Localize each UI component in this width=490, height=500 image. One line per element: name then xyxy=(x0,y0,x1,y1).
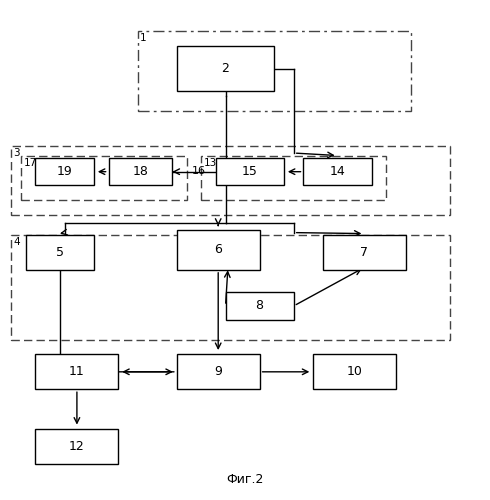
Text: 13: 13 xyxy=(203,158,217,168)
Text: 16: 16 xyxy=(192,166,206,176)
Text: 7: 7 xyxy=(360,246,368,259)
Text: 11: 11 xyxy=(69,366,85,378)
Text: 10: 10 xyxy=(347,366,363,378)
FancyBboxPatch shape xyxy=(35,354,118,389)
FancyBboxPatch shape xyxy=(323,235,406,270)
Text: 12: 12 xyxy=(69,440,85,453)
Text: 6: 6 xyxy=(214,244,222,256)
FancyBboxPatch shape xyxy=(216,158,284,186)
FancyBboxPatch shape xyxy=(313,354,396,389)
FancyBboxPatch shape xyxy=(177,230,260,270)
FancyBboxPatch shape xyxy=(225,292,294,320)
Text: 18: 18 xyxy=(132,165,148,178)
FancyBboxPatch shape xyxy=(177,46,274,91)
Text: 2: 2 xyxy=(221,62,229,75)
FancyBboxPatch shape xyxy=(26,235,94,270)
Text: 1: 1 xyxy=(140,33,147,43)
FancyBboxPatch shape xyxy=(303,158,372,186)
FancyBboxPatch shape xyxy=(177,354,260,389)
Text: 5: 5 xyxy=(56,246,64,259)
Text: 3: 3 xyxy=(14,148,20,158)
FancyBboxPatch shape xyxy=(35,429,118,464)
Text: 19: 19 xyxy=(57,165,73,178)
Text: 15: 15 xyxy=(242,165,258,178)
Text: 8: 8 xyxy=(256,300,264,312)
Text: 4: 4 xyxy=(14,237,20,247)
Text: 17: 17 xyxy=(24,158,37,168)
Text: 9: 9 xyxy=(214,366,222,378)
Text: 14: 14 xyxy=(330,165,345,178)
FancyBboxPatch shape xyxy=(35,158,94,186)
FancyBboxPatch shape xyxy=(109,158,172,186)
Text: Фиг.2: Фиг.2 xyxy=(226,473,264,486)
